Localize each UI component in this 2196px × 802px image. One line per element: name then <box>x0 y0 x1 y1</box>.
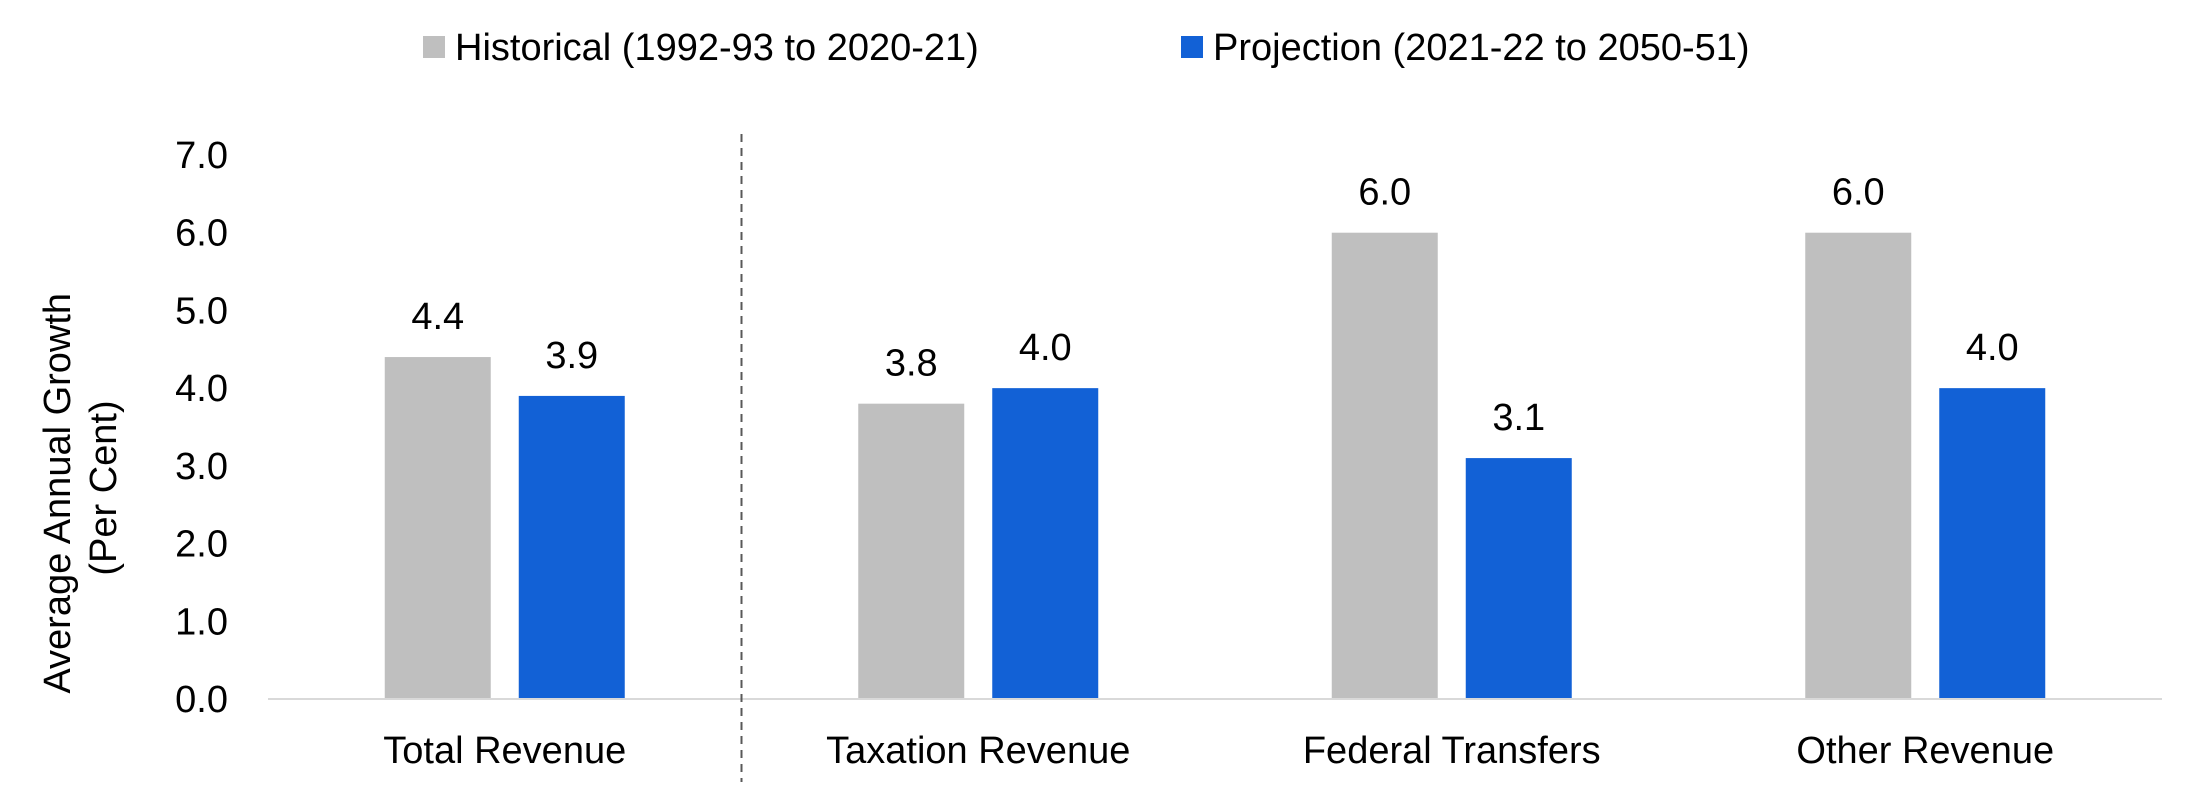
y-tick-label: 3.0 <box>175 446 228 488</box>
bar-projection <box>1939 388 2046 699</box>
y-tick-label: 2.0 <box>175 524 228 566</box>
data-labels: 4.4 3.9 3.8 4.0 6.0 3.1 6.0 4.0 <box>411 172 2018 439</box>
category-label: Taxation Revenue <box>826 730 1130 772</box>
legend-label-historical: Historical (1992-93 to 2020-21) <box>455 27 979 69</box>
bar-projection <box>1465 458 1572 699</box>
y-tick-label: 6.0 <box>175 213 228 255</box>
legend-label-projection: Projection (2021-22 to 2050-51) <box>1213 27 1750 69</box>
legend: Historical (1992-93 to 2020-21) Projecti… <box>423 27 1750 69</box>
y-axis-title-line-2: (Per Cent) <box>83 400 125 575</box>
bars <box>384 232 2046 699</box>
data-label: 3.9 <box>545 335 598 377</box>
bar-historical <box>384 357 491 699</box>
y-axis-ticks: 0.0 1.0 2.0 3.0 4.0 5.0 6.0 7.0 <box>175 135 228 721</box>
data-label: 4.4 <box>411 296 464 338</box>
legend-swatch-projection <box>1181 36 1203 58</box>
y-axis-title: Average Annual Growth (Per Cent) <box>37 282 125 693</box>
data-label: 3.8 <box>885 343 938 385</box>
bar-historical <box>1331 232 1438 699</box>
data-label: 4.0 <box>1966 327 2019 369</box>
category-label: Federal Transfers <box>1303 730 1601 772</box>
y-tick-label: 1.0 <box>175 601 228 643</box>
y-tick-label: 5.0 <box>175 290 228 332</box>
bar-historical <box>1805 232 1912 699</box>
bar-projection <box>518 395 625 699</box>
category-label: Total Revenue <box>383 730 626 772</box>
data-label: 4.0 <box>1019 327 1072 369</box>
data-label: 3.1 <box>1492 397 1545 439</box>
data-label: 6.0 <box>1358 172 1411 214</box>
y-axis-title-line-1: Average Annual Growth <box>37 293 79 694</box>
data-label: 6.0 <box>1832 172 1885 214</box>
category-label: Other Revenue <box>1796 730 2054 772</box>
y-tick-label: 0.0 <box>175 679 228 721</box>
bar-historical <box>858 403 965 699</box>
bar-projection <box>992 388 1099 699</box>
y-tick-label: 7.0 <box>175 135 228 177</box>
legend-swatch-historical <box>423 36 445 58</box>
category-labels: Total Revenue Taxation Revenue Federal Tra… <box>383 730 2054 772</box>
y-tick-label: 4.0 <box>175 368 228 410</box>
